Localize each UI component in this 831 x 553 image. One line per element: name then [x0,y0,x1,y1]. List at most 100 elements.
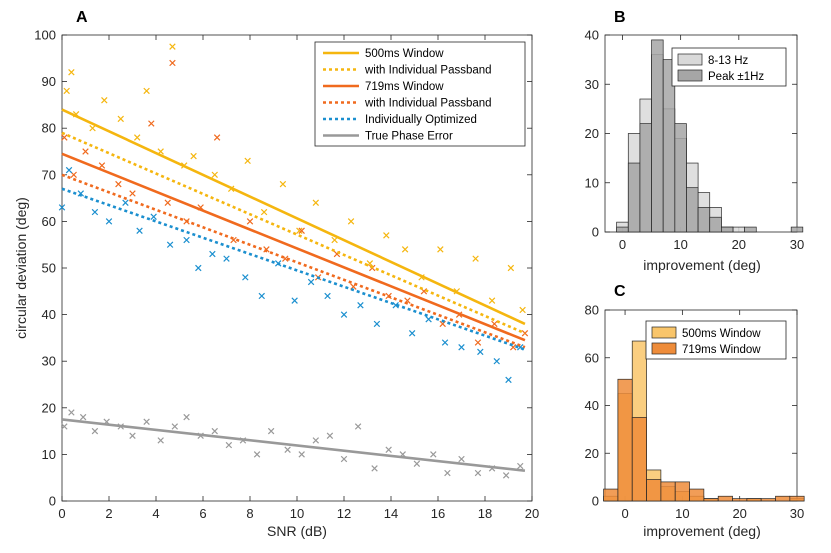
panel-c-legend-label: 719ms Window [682,344,761,356]
panel-a-letter: A [76,9,88,26]
panel-c-ytick-label: 20 [585,446,599,461]
scatter-point [373,320,381,328]
hist-bar [703,498,719,502]
scatter-point [129,190,136,197]
panel-c-letter: C [614,283,626,300]
scatter-point [101,97,108,104]
scatter-point [98,162,106,169]
legend-a-box [314,41,526,147]
scatter-point [246,218,254,225]
scatter-point [183,413,190,421]
scatter-point [61,423,68,430]
legend-a-label: 719ms Window [365,81,444,93]
scatter-point [164,199,171,206]
scatter-point [63,87,70,95]
panel-a-ytick-label: 70 [42,167,56,182]
scatter-point [474,469,482,477]
scatter-point [430,451,437,458]
hist-bar [616,226,629,233]
scatter-point [413,460,421,467]
scatter-point [133,134,141,141]
panel-b-ytick-label: 0 [592,225,599,240]
hist-bar [651,39,664,233]
hist-bar [627,162,641,233]
panel-a-ytick-label: 50 [42,261,56,276]
scatter-point [279,180,287,188]
hist-bar [789,495,805,502]
hist-bar [674,123,687,233]
panel-c-ytick-label: 40 [585,398,599,413]
fit-line [61,131,526,335]
scatter-point [347,218,355,225]
panel-c-ytick-label: 0 [592,494,599,509]
hist-bar [790,226,804,233]
panel-a-xtick-label: 12 [337,506,351,521]
panel-b: B improvement (deg) 0 10 20 30 0 10 20 30 40 8-13… [585,9,805,273]
scatter-point [260,208,268,216]
scatter-point [190,152,197,160]
scatter-point [89,124,96,132]
hist-bar [689,488,705,502]
scatter-point [211,427,218,435]
scatter-point [502,472,510,479]
panel-a-ylabel: circular deviation (deg) [13,197,29,339]
hist-bar [697,207,711,233]
panel-c-xtick-label: 20 [732,506,746,521]
scatter-point [366,260,374,267]
panel-b-legend-label: Peak ±1Hz [708,71,764,83]
panel-a-xtick-label: 2 [105,506,112,521]
panel-c-xtick-label: 0 [621,506,628,521]
scatter-point [519,306,526,314]
scatter-point [340,455,348,463]
hist-bar [660,481,676,502]
hist-bar [603,488,619,502]
scatter-point [477,348,484,356]
hist-bar [639,123,652,233]
panel-b-ytick-label: 30 [585,77,599,92]
panel-a-ytick-label: 90 [42,74,56,89]
panel-a-xtick-label: 6 [199,506,206,521]
panel-a-xtick-label: 20 [525,506,539,521]
scatter-point [171,423,179,430]
scatter-point [169,59,176,67]
scatter-point [298,227,305,234]
hist-bar [686,187,699,233]
scatter-point [437,246,444,253]
scatter-point [223,255,230,262]
legend-a-label: with Individual Passband [364,65,492,77]
scatter-point [371,465,378,472]
scatter-point [148,120,155,127]
scatter-point [505,376,512,384]
panel-a-xtick-label: 18 [478,506,492,521]
scatter-point [213,134,221,141]
scatter-point [253,451,261,458]
panel-c-ytick-label: 80 [585,303,599,318]
hist-bar [617,378,633,502]
scatter-point [136,227,143,234]
hist-bar [631,417,647,502]
panel-a-xtick-label: 14 [384,506,398,521]
scatter-point [444,469,451,477]
scatter-point [324,292,331,300]
panel-b-xtick-label: 30 [790,237,804,252]
scatter-point [70,171,77,179]
scatter-point [166,241,174,248]
panel-a-xtick-label: 10 [290,506,304,521]
panel-a-xlabel: SNR (dB) [267,523,327,539]
panel-b-legend-swatch [677,53,703,66]
panel-a-xtick-label: 8 [246,506,253,521]
scatter-point [122,199,129,206]
scatter-point [291,297,298,304]
scatter-point [195,264,202,272]
panel-a-xtick-label: 16 [431,506,445,521]
scatter-point [117,115,124,123]
scatter-point [458,455,465,463]
panel-a-xtick-label: 4 [152,506,159,521]
scatter-point [340,311,348,318]
scatter-point [65,166,73,174]
scatter-point [68,409,75,416]
scatter-point [517,462,524,470]
hist-bar [674,481,690,502]
legend-a-label: True Phase Error [365,131,453,143]
